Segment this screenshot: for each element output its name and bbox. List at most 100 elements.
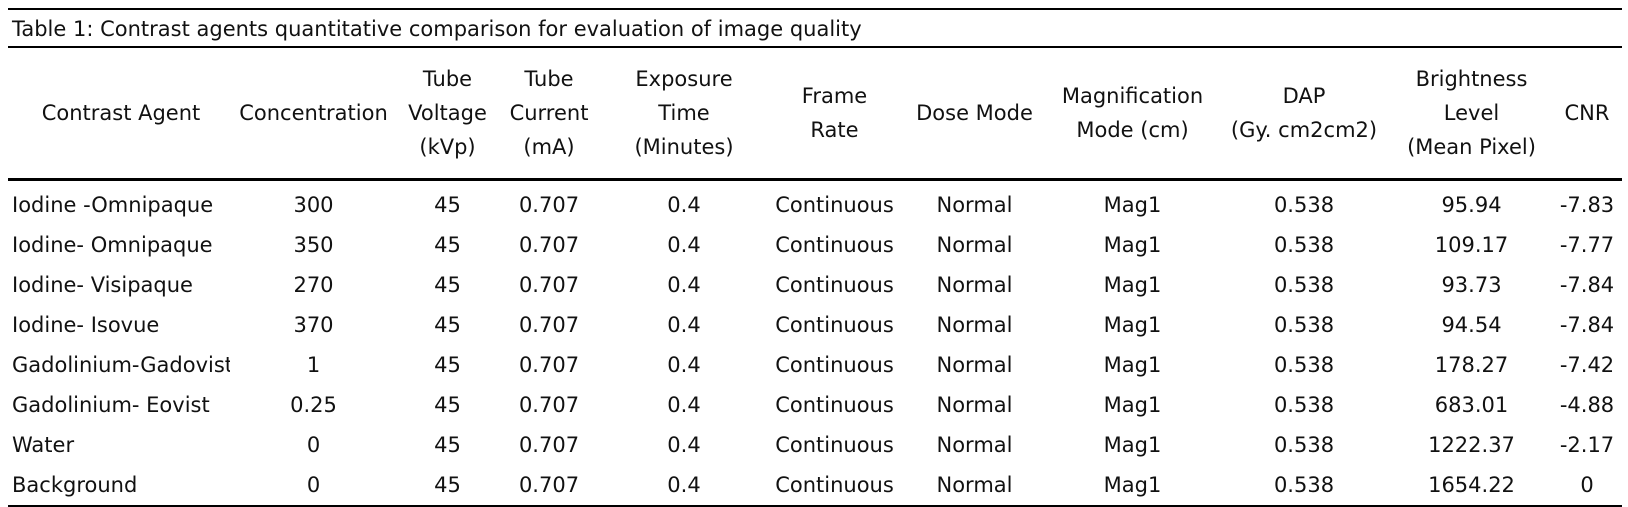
table-cell: 45 bbox=[434, 273, 461, 297]
table-cell: 0.4 bbox=[667, 313, 701, 337]
table-caption: Table 1: Contrast agents quantitative co… bbox=[8, 8, 1622, 48]
table-cell: Mag1 bbox=[1103, 193, 1162, 217]
header-line: Tube bbox=[422, 67, 473, 91]
table-cell: Normal bbox=[936, 273, 1013, 297]
header-line: (Minutes) bbox=[634, 135, 734, 159]
table-cell: -7.83 bbox=[1559, 193, 1615, 217]
table-cell: Continuous bbox=[775, 433, 894, 457]
table-cell: 0.707 bbox=[518, 393, 580, 417]
table-cell: 0.4 bbox=[667, 433, 701, 457]
header-cell: Exposure Time (Minutes) bbox=[600, 62, 768, 164]
table-cell: 0 bbox=[1580, 473, 1594, 497]
table-cell: Mag1 bbox=[1103, 433, 1162, 457]
header-line: (Gy. cm2cm2) bbox=[1230, 118, 1378, 142]
table-cell: 270 bbox=[293, 273, 334, 297]
header-line: Level bbox=[1443, 101, 1500, 125]
header-cell: Frame Rate bbox=[768, 79, 901, 147]
table-cell: 0.538 bbox=[1273, 473, 1335, 497]
table-cell: 1 bbox=[306, 353, 321, 377]
header-line: Exposure bbox=[635, 67, 733, 91]
table-cell: 45 bbox=[434, 353, 461, 377]
header-line: Current bbox=[509, 101, 589, 125]
table-cell: 0.538 bbox=[1273, 193, 1335, 217]
table-cell: 0.4 bbox=[667, 193, 701, 217]
table-cell: Continuous bbox=[775, 393, 894, 417]
table-cell: 0 bbox=[306, 433, 321, 457]
table-cell: 1222.37 bbox=[1428, 433, 1515, 457]
header-line: (mA) bbox=[523, 135, 575, 159]
table-cell: Continuous bbox=[775, 473, 894, 497]
header-line: Magnification bbox=[1061, 84, 1204, 108]
header-line: Time bbox=[658, 101, 710, 125]
table-cell: 0.707 bbox=[518, 233, 580, 257]
table-cell: 45 bbox=[434, 433, 461, 457]
table-row: Background 0 45 0.707 0.4 Continuous Normal Mag… bbox=[8, 465, 1622, 507]
table-cell: Normal bbox=[936, 233, 1013, 257]
table-cell: 0.4 bbox=[667, 273, 701, 297]
table-cell: 370 bbox=[293, 313, 334, 337]
table-cell: 1654.22 bbox=[1428, 473, 1515, 497]
table-cell: Continuous bbox=[775, 313, 894, 337]
header-line: Mode (cm) bbox=[1076, 118, 1189, 142]
table-row: Iodine- Visipaque 270 45 0.707 0.4 Continuous… bbox=[8, 265, 1622, 305]
header-line: Frame bbox=[801, 84, 868, 108]
table-cell: 178.27 bbox=[1434, 353, 1509, 377]
table-cell: -7.84 bbox=[1559, 273, 1615, 297]
table-cell: 93.73 bbox=[1441, 273, 1502, 297]
table-cell: Gadolinium- Eovist bbox=[12, 393, 210, 417]
header-line: DAP bbox=[1282, 84, 1326, 108]
table-cell: 94.54 bbox=[1441, 313, 1502, 337]
header-cell: Magnification Mode (cm) bbox=[1048, 79, 1217, 147]
header-line: Dose Mode bbox=[916, 101, 1033, 125]
table-cell: 0.707 bbox=[518, 433, 580, 457]
table-cell: 0.707 bbox=[518, 273, 580, 297]
table-cell: Mag1 bbox=[1103, 313, 1162, 337]
table-cell: Continuous bbox=[775, 233, 894, 257]
header-cell: Tube Current (mA) bbox=[498, 62, 600, 164]
table-cell: -7.42 bbox=[1559, 353, 1615, 377]
table: Table 1: Contrast agents quantitative co… bbox=[8, 8, 1622, 507]
table-cell: 683.01 bbox=[1434, 393, 1509, 417]
table-cell: Normal bbox=[936, 473, 1013, 497]
table-cell: Mag1 bbox=[1103, 233, 1162, 257]
header-cell: Dose Mode bbox=[901, 96, 1048, 130]
table-cell: Continuous bbox=[775, 193, 894, 217]
table-cell: 0 bbox=[306, 473, 321, 497]
table-cell: 0.25 bbox=[290, 393, 337, 417]
header-line: (kVp) bbox=[419, 135, 476, 159]
table-row: Iodine -Omnipaque 300 45 0.707 0.4 Continuous… bbox=[8, 185, 1622, 225]
table-cell: 0.4 bbox=[667, 353, 701, 377]
table-cell: 350 bbox=[293, 233, 334, 257]
table-cell: -2.17 bbox=[1559, 433, 1615, 457]
table-cell: 45 bbox=[434, 473, 461, 497]
table-cell: 109.17 bbox=[1434, 233, 1509, 257]
table-cell: Mag1 bbox=[1103, 473, 1162, 497]
table-cell: Normal bbox=[936, 393, 1013, 417]
table-cell: 0.538 bbox=[1273, 433, 1335, 457]
table-cell: -4.88 bbox=[1559, 393, 1615, 417]
header-line: CNR bbox=[1564, 101, 1610, 125]
header-line: Tube bbox=[524, 67, 574, 91]
table-cell: 0.707 bbox=[518, 353, 580, 377]
table-cell: Gadolinium-Gadovist bbox=[12, 353, 230, 377]
table-cell: 45 bbox=[434, 393, 461, 417]
table-row: Iodine- Omnipaque 350 45 0.707 0.4 Continuous… bbox=[8, 225, 1622, 265]
table-cell: 0.538 bbox=[1273, 273, 1335, 297]
table-cell: Continuous bbox=[775, 353, 894, 377]
table-cell: Mag1 bbox=[1103, 393, 1162, 417]
table-cell: 0.4 bbox=[667, 393, 701, 417]
table-cell: Normal bbox=[936, 433, 1013, 457]
table-cell: -7.84 bbox=[1559, 313, 1615, 337]
table-cell: 0.4 bbox=[667, 473, 701, 497]
table-cell: 45 bbox=[434, 313, 461, 337]
table-cell: Background bbox=[12, 473, 138, 497]
header-cell: Brightness Level (Mean Pixel) bbox=[1391, 62, 1552, 164]
table-cell: 0.707 bbox=[518, 193, 580, 217]
header-line: Brightness bbox=[1415, 67, 1528, 91]
header-line: Concentration bbox=[239, 101, 388, 125]
table-row: Gadolinium- Eovist 0.25 45 0.707 0.4 Continuo… bbox=[8, 385, 1622, 425]
table-cell: Mag1 bbox=[1103, 353, 1162, 377]
table-cell: 0.538 bbox=[1273, 393, 1335, 417]
table-cell: Continuous bbox=[775, 273, 894, 297]
